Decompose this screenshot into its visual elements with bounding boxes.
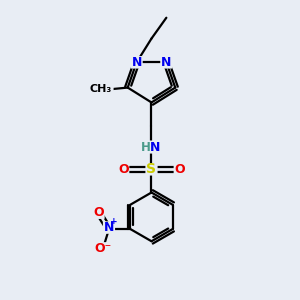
Text: N: N (161, 56, 172, 69)
Text: N: N (104, 221, 114, 234)
Text: O: O (174, 163, 185, 176)
Text: O⁻: O⁻ (94, 242, 112, 255)
FancyBboxPatch shape (94, 242, 112, 255)
Text: N: N (131, 56, 142, 69)
Text: O: O (93, 206, 104, 219)
FancyBboxPatch shape (117, 163, 129, 176)
Text: N: N (150, 140, 160, 154)
Text: H: H (141, 140, 151, 154)
FancyBboxPatch shape (88, 83, 114, 95)
FancyBboxPatch shape (146, 163, 158, 176)
FancyBboxPatch shape (160, 56, 172, 69)
FancyBboxPatch shape (130, 56, 143, 69)
FancyBboxPatch shape (174, 163, 186, 176)
FancyBboxPatch shape (140, 140, 163, 154)
FancyBboxPatch shape (92, 206, 105, 219)
Text: S: S (146, 162, 157, 176)
FancyBboxPatch shape (103, 221, 115, 234)
Text: +: + (110, 217, 118, 226)
Text: O: O (118, 163, 129, 176)
Text: CH₃: CH₃ (90, 84, 112, 94)
